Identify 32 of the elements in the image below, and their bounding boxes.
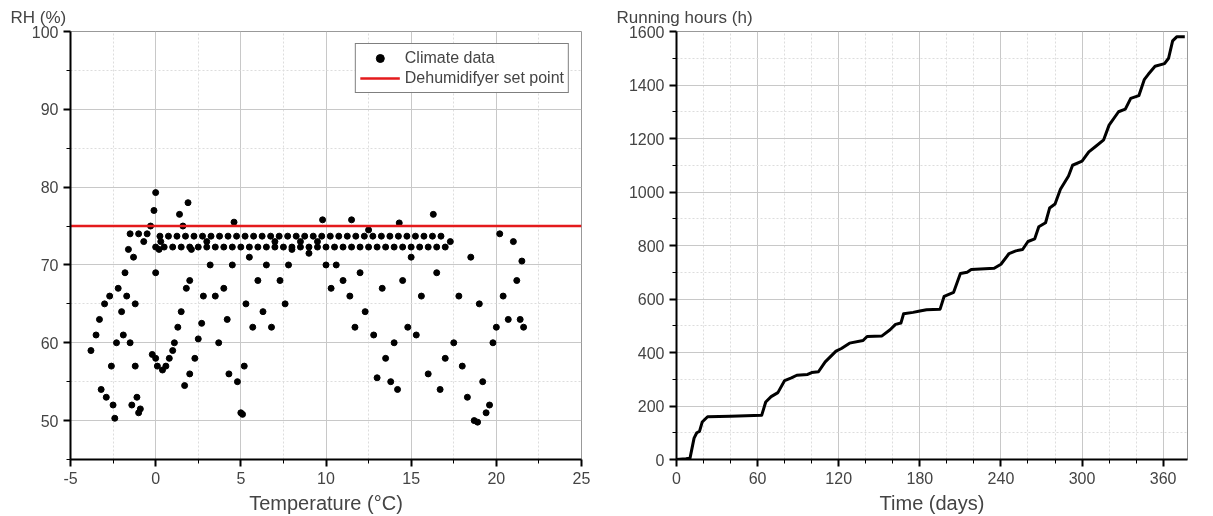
y-tick-label: 90: [40, 101, 59, 119]
y-tick-label: 1000: [628, 184, 665, 201]
x-tick-label: 15: [402, 469, 421, 487]
y-tick-label: 800: [637, 237, 665, 255]
y-tick-label: 60: [40, 334, 59, 352]
y-tick-label: 0: [655, 451, 665, 469]
y-tick-label: 400: [637, 344, 665, 362]
y-tick-label: 1200: [628, 130, 665, 148]
x-tick-label: 0: [151, 469, 161, 487]
x-tick-label: 60: [748, 469, 767, 487]
x-axis-title: Temperature (°C): [249, 491, 403, 514]
x-tick-label: 300: [1068, 469, 1096, 487]
x-tick-label: 20: [487, 469, 506, 487]
x-tick-label: 240: [987, 469, 1015, 487]
y-tick-label: 80: [40, 179, 59, 197]
y-tick-label: 70: [40, 256, 59, 274]
y-tick-label: 200: [637, 398, 665, 415]
legend-label: Dehumidifyer set point: [404, 69, 564, 87]
y-tick-label: 1400: [628, 77, 665, 94]
legend-label: Climate data: [404, 49, 495, 67]
y-tick-label: 600: [637, 291, 665, 308]
x-tick-label: 10: [317, 469, 335, 487]
y-axis-title: RH (%): [10, 7, 67, 27]
x-tick-label: 360: [1149, 469, 1177, 487]
x-axis-title: Time (days): [879, 491, 985, 514]
x-tick-label: 25: [572, 469, 591, 487]
y-tick-label: 50: [40, 412, 59, 430]
x-tick-label: 0: [672, 469, 682, 487]
x-tick-label: 5: [236, 469, 246, 487]
x-tick-label: 120: [825, 469, 853, 487]
x-tick-label: -5: [63, 469, 78, 487]
x-tick-label: 180: [906, 469, 934, 487]
